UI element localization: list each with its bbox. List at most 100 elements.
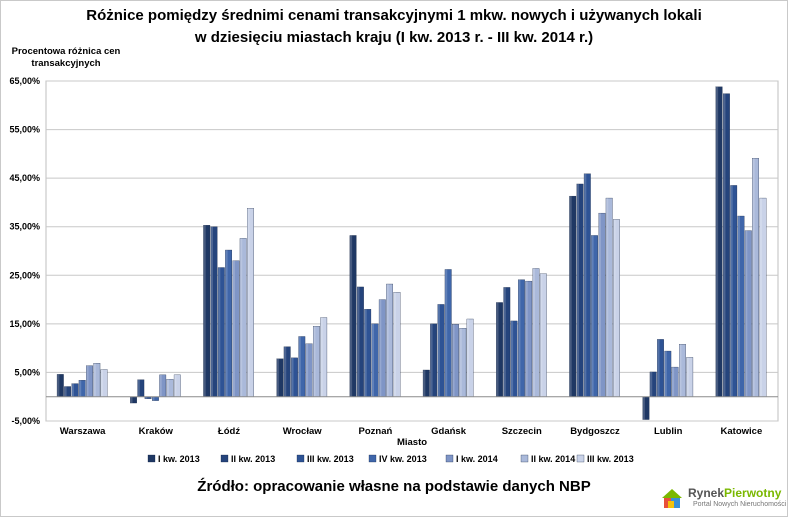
- bar-highlight: [86, 365, 89, 397]
- bar: [276, 358, 284, 397]
- legend-label: III kw. 2013: [307, 454, 354, 464]
- y-tick-label: 25,00%: [9, 270, 40, 280]
- legend-item: III kw. 2013: [296, 454, 354, 464]
- bar: [532, 268, 540, 397]
- bar: [723, 93, 730, 397]
- bar: [298, 336, 306, 397]
- bar-highlight: [569, 196, 572, 397]
- y-tick-label: 5,00%: [14, 367, 40, 377]
- bar-highlight: [210, 226, 214, 397]
- bar: [56, 374, 64, 397]
- bar: [100, 369, 108, 397]
- bar: [137, 379, 145, 397]
- source-note: Źródło: opracowanie własne na podstawie …: [197, 478, 591, 495]
- bar-highlight: [144, 396, 148, 399]
- legend-label: II kw. 2013: [231, 454, 275, 464]
- bar: [459, 328, 467, 397]
- bar-highlight: [671, 367, 675, 397]
- bar: [305, 343, 313, 397]
- logo-name: RynekPierwotny: [688, 486, 782, 500]
- bar-highlight: [686, 357, 689, 397]
- bar-highlight: [386, 284, 389, 397]
- bar: [686, 357, 694, 397]
- bar-highlight: [679, 344, 682, 397]
- y-tick-label: 65,00%: [9, 76, 40, 86]
- bar-highlight: [752, 158, 755, 397]
- bar-highlight: [320, 317, 323, 397]
- bar: [752, 158, 759, 397]
- bar: [210, 226, 218, 397]
- bar: [78, 380, 86, 397]
- bar-highlight: [525, 281, 528, 397]
- bar-highlight: [159, 374, 162, 397]
- bar-highlight: [715, 86, 719, 397]
- y-tick-label: 55,00%: [9, 125, 40, 135]
- legend-swatch: [445, 454, 454, 463]
- x-tick-label: Katowice: [721, 426, 763, 437]
- bar: [93, 363, 101, 397]
- bar-highlight: [283, 346, 287, 397]
- bar-highlight: [532, 268, 536, 397]
- bar: [444, 269, 452, 397]
- bar: [86, 365, 93, 397]
- bar: [71, 383, 79, 397]
- bar-highlight: [247, 208, 250, 397]
- bar: [466, 318, 474, 397]
- bar-highlight: [371, 323, 375, 397]
- legend-swatch: [296, 454, 305, 463]
- bar: [312, 326, 320, 397]
- bar-highlight: [459, 328, 462, 397]
- bar-highlight: [78, 380, 82, 397]
- bar: [166, 379, 174, 397]
- x-tick-label: Kraków: [139, 426, 174, 437]
- bar: [430, 323, 438, 397]
- bar: [371, 323, 379, 397]
- y-tick-label: 35,00%: [9, 222, 40, 232]
- bar: [642, 396, 650, 420]
- y-axis-label: Procentowa różnica cen transakcyjnych: [11, 46, 121, 69]
- legend-item: IV kw. 2013: [368, 454, 427, 464]
- bar: [744, 230, 752, 397]
- bar: [539, 273, 547, 397]
- bar: [730, 185, 738, 397]
- bar: [525, 280, 533, 397]
- bar-highlight: [276, 358, 279, 397]
- bar: [664, 350, 672, 397]
- bar-highlight: [225, 250, 228, 397]
- bar-highlight: [737, 216, 741, 397]
- logo-tagline: Portal Nowych Nieruchomości: [693, 501, 787, 508]
- legend-label: I kw. 2014: [456, 454, 498, 464]
- bar: [64, 386, 71, 397]
- bar-highlight: [745, 230, 748, 397]
- bar: [225, 249, 233, 397]
- bar: [679, 344, 686, 397]
- bar-highlight: [393, 292, 396, 397]
- y-tick-label: -5,00%: [11, 416, 40, 426]
- bar-highlight: [598, 213, 601, 397]
- bar: [591, 235, 598, 397]
- bar-highlight: [239, 238, 243, 397]
- x-tick-label: Wrocław: [283, 426, 323, 437]
- x-axis-label: Miasto: [397, 437, 427, 448]
- bar-highlight: [203, 225, 206, 397]
- bar-highlight: [379, 299, 382, 397]
- bar-highlight: [291, 357, 294, 397]
- bar-highlight: [759, 198, 762, 397]
- legend-swatch: [368, 454, 377, 463]
- x-tick-label: Szczecin: [502, 426, 542, 437]
- bar-highlight: [232, 260, 235, 397]
- bar: [503, 287, 511, 397]
- bar-highlight: [57, 374, 60, 397]
- bar-highlight: [430, 323, 433, 397]
- legend-label: III kw. 2013: [587, 454, 634, 464]
- bar: [452, 324, 459, 397]
- bar: [386, 283, 394, 397]
- legend-swatch: [520, 454, 529, 463]
- bar: [159, 374, 167, 397]
- bar-highlight: [591, 235, 594, 397]
- bar: [671, 366, 679, 397]
- bar-highlight: [584, 173, 587, 397]
- bar-highlight: [152, 396, 155, 401]
- legend-swatch: [576, 454, 585, 463]
- legend-item: II kw. 2013: [220, 454, 275, 464]
